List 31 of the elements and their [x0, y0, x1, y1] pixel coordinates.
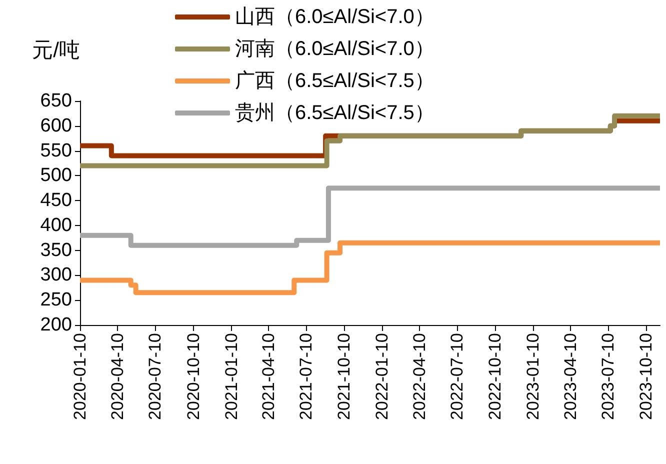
y-tick-label: 400 [40, 214, 72, 236]
x-tick-label: 2020-04-10 [108, 333, 128, 420]
y-tick-label: 200 [40, 314, 72, 336]
x-tick-label: 2023-01-10 [524, 333, 543, 420]
legend-label: 广西（6.5≤Al/Si<7.5） [235, 70, 434, 92]
y-tick-label: 450 [40, 190, 72, 212]
y-tick-label: 600 [40, 115, 72, 136]
x-tick-label: 2022-07-10 [448, 333, 467, 420]
x-tick-label: 2021-10-10 [334, 333, 354, 420]
x-tick-label: 2020-10-10 [184, 333, 203, 420]
y-tick-label: 350 [40, 240, 72, 261]
x-tick-label: 2023-04-10 [560, 333, 580, 420]
y-tick-label: 500 [40, 165, 72, 186]
legend-label: 河南（6.0≤Al/Si<7.0） [235, 38, 434, 60]
y-tick-label: 300 [40, 264, 72, 286]
y-axis-title: 元/吨 [32, 39, 80, 62]
x-tick-label: 2022-10-10 [486, 333, 505, 420]
x-tick-label: 2021-04-10 [259, 333, 278, 420]
y-tick-label: 650 [40, 90, 72, 112]
legend-label: 贵州（6.5≤Al/Si<7.5） [235, 102, 434, 124]
x-tick-label: 2022-01-10 [372, 333, 392, 420]
x-tick-label: 2023-10-10 [636, 333, 656, 420]
legend-label: 山西（6.0≤Al/Si<7.0） [235, 6, 434, 28]
x-tick-label: 2020-01-10 [70, 333, 90, 420]
x-tick-label: 2020-07-10 [146, 333, 165, 420]
x-tick-label: 2021-01-10 [222, 333, 241, 420]
y-tick-label: 250 [40, 290, 72, 311]
x-tick-label: 2023-07-10 [598, 333, 618, 420]
x-tick-label: 2021-07-10 [296, 333, 316, 420]
x-tick-label: 2022-04-10 [410, 333, 429, 420]
y-tick-label: 550 [40, 140, 72, 162]
